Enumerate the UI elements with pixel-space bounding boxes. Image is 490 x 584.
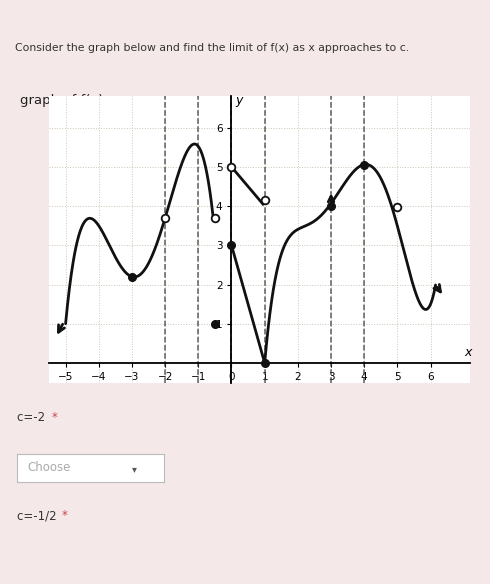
Text: Consider the graph below and find the limit of f(x) as x approaches to c.: Consider the graph below and find the li… <box>15 43 409 53</box>
Text: $x$: $x$ <box>464 346 474 359</box>
Text: *: * <box>61 509 67 522</box>
Text: Choose: Choose <box>27 461 71 474</box>
Text: graph of f(x).: graph of f(x). <box>20 94 107 107</box>
Text: $y$: $y$ <box>236 95 245 109</box>
Text: c=-1/2: c=-1/2 <box>17 509 61 522</box>
Text: ▾: ▾ <box>132 464 137 474</box>
Text: *: * <box>51 411 57 424</box>
Text: c=-2: c=-2 <box>17 411 49 424</box>
